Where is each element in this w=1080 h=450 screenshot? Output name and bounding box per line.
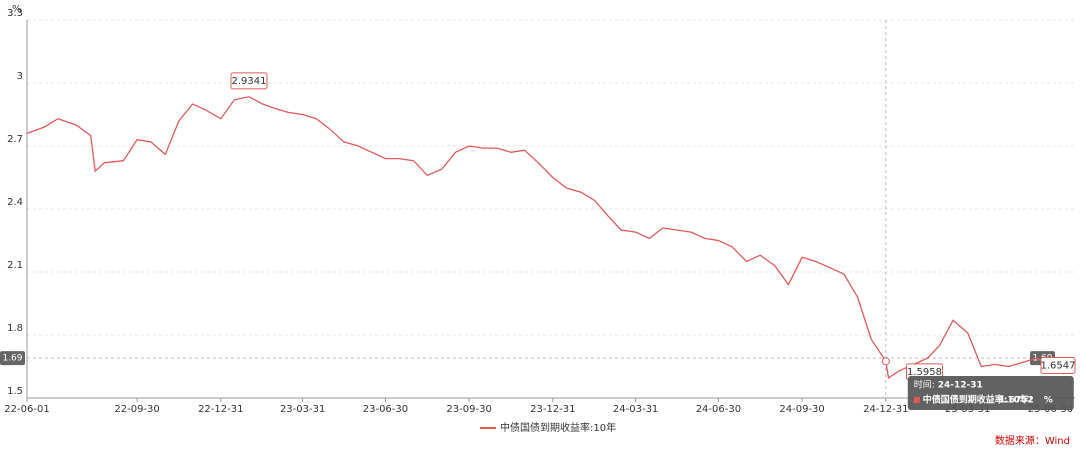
x-tick-label: 23-06-30: [363, 404, 408, 415]
y-tick-label: 3: [17, 71, 23, 82]
last-label-box: [1040, 357, 1076, 375]
x-tick-label: 22-12-31: [198, 404, 243, 415]
series-line: [26, 96, 1060, 379]
y-tick-label: 2.1: [7, 260, 23, 271]
y-tick-label: 1.8: [7, 323, 23, 334]
max-label-box: [230, 72, 268, 90]
x-tick-label: 24-06-30: [696, 404, 741, 415]
y-tick-label: 3.3: [7, 8, 23, 19]
legend-label: 中债国债到期收益率:10年: [500, 421, 616, 434]
tooltip-unit: %: [1044, 396, 1053, 406]
y-unit: %: [12, 4, 22, 15]
y-tick-label: 2.4: [7, 197, 23, 208]
tooltip-time-label: 时间:: [914, 379, 935, 391]
x-tick-label: 22-06-01: [4, 404, 49, 415]
x-tick-label: 23-12-31: [530, 404, 575, 415]
x-tick-label: 24-12-31: [863, 404, 908, 415]
tooltip-series: 中债国债到期收益率:10年:: [923, 394, 1033, 406]
x-tick-label: 23-09-30: [446, 404, 491, 415]
source: 数据来源：Wind: [995, 434, 1070, 447]
tooltip-box: [907, 376, 1074, 410]
crosshair-point: [881, 357, 890, 366]
x-tick-label: 24-03-31: [613, 404, 658, 415]
y-tick-label: 1.5: [7, 386, 23, 397]
max-label: 2.9341: [231, 76, 266, 87]
last-label: 1.6547: [1041, 361, 1076, 372]
x-tick-label: 22-09-30: [114, 404, 159, 415]
crosshair-label: 1.69: [2, 354, 22, 364]
min-label: 1.5958: [907, 367, 942, 378]
y-tick-label: 2.7: [7, 134, 23, 145]
x-tick-label: 24-09-30: [779, 404, 824, 415]
crosshair-label-box: [0, 351, 25, 366]
tooltip-time: 24-12-31: [938, 381, 983, 391]
tooltip-value: 1.6752: [999, 396, 1034, 406]
tooltip-swatch: [913, 397, 920, 403]
x-tick-label: 23-03-31: [280, 404, 325, 415]
